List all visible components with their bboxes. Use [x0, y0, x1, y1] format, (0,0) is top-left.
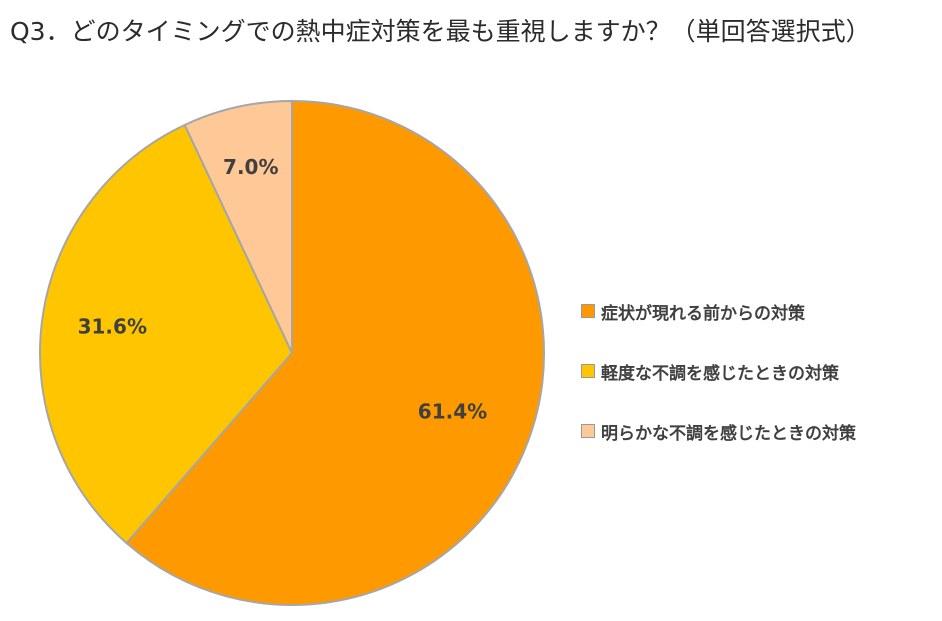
legend-item: 明らかな不調を感じたときの対策: [581, 418, 856, 444]
legend-swatch: [581, 364, 595, 378]
legend-item: 軽度な不調を感じたときの対策: [581, 358, 856, 384]
legend-label: 軽度な不調を感じたときの対策: [601, 363, 839, 384]
legend-item: 症状が現れる前からの対策: [581, 298, 856, 324]
data-label: 7.0%: [223, 155, 278, 179]
legend-label: 明らかな不調を感じたときの対策: [601, 423, 856, 444]
data-label: 31.6%: [78, 314, 147, 338]
pie-slice: [125, 100, 545, 606]
pie-slice: [183, 100, 293, 354]
chart-title: Q3．どのタイミングでの熱中症対策を最も重視しますか？（単回答選択式）: [10, 17, 871, 46]
legend-label: 症状が現れる前からの対策: [601, 303, 805, 324]
pie-slice: [39, 123, 293, 545]
legend-swatch: [581, 424, 595, 438]
legend-swatch: [581, 304, 595, 318]
legend: 症状が現れる前からの対策 軽度な不調を感じたときの対策 明らかな不調を感じたとき…: [581, 298, 856, 478]
data-label: 61.4%: [418, 400, 487, 424]
